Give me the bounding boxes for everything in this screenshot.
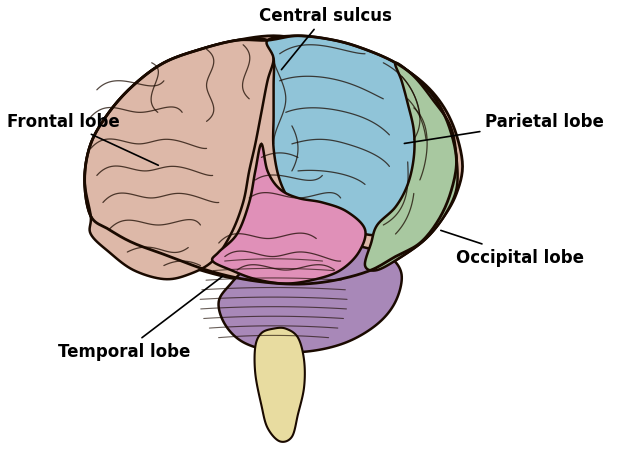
Text: Parietal lobe: Parietal lobe xyxy=(404,113,604,144)
Text: Central sulcus: Central sulcus xyxy=(259,8,392,70)
Polygon shape xyxy=(84,39,273,280)
Text: Occipital lobe: Occipital lobe xyxy=(441,231,584,266)
Polygon shape xyxy=(365,64,458,271)
Polygon shape xyxy=(84,37,463,285)
Polygon shape xyxy=(255,328,305,442)
Text: Temporal lobe: Temporal lobe xyxy=(58,276,223,360)
Polygon shape xyxy=(266,37,456,235)
Text: Frontal lobe: Frontal lobe xyxy=(7,113,158,166)
Polygon shape xyxy=(212,145,365,284)
Polygon shape xyxy=(218,243,402,353)
